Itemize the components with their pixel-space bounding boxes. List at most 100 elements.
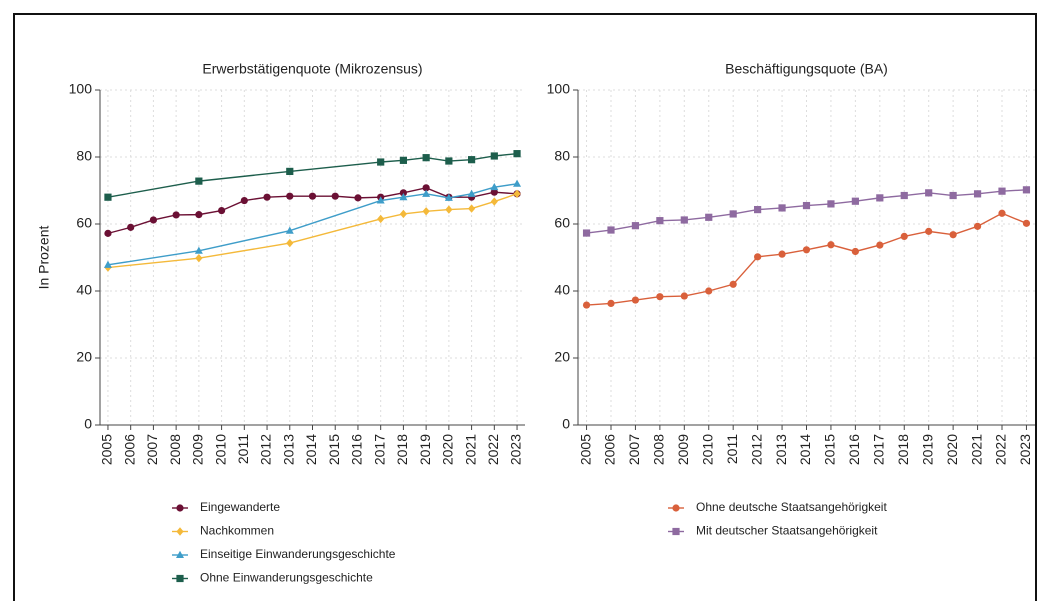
x-tick-label: 2016 [349, 434, 365, 465]
marker [103, 260, 112, 268]
marker [631, 222, 640, 230]
legend-marker [672, 527, 680, 536]
marker [490, 197, 498, 206]
line [107, 152, 518, 198]
marker [754, 205, 762, 214]
legend-marker [176, 504, 184, 512]
y-tick-label: 0 [84, 416, 92, 432]
x-tick-label: 2023 [508, 434, 524, 465]
marker [851, 247, 859, 256]
x-tick-label: 2018 [895, 434, 911, 465]
x-tick-label: 2014 [797, 434, 813, 465]
marker [949, 231, 957, 239]
x-tick-label: 2015 [326, 434, 342, 465]
y-tick-label: 80 [76, 148, 92, 164]
marker [217, 207, 226, 215]
marker [949, 191, 957, 200]
marker [973, 222, 982, 230]
marker [729, 210, 737, 218]
marker [876, 241, 884, 249]
marker [467, 204, 476, 213]
x-tick-label: 2008 [651, 434, 667, 465]
marker [399, 156, 408, 164]
marker [607, 299, 615, 307]
x-tick-label: 2020 [944, 434, 960, 465]
marker [377, 158, 385, 166]
x-tick-label: 2009 [675, 434, 691, 465]
marker [729, 280, 737, 288]
marker [607, 226, 615, 234]
marker [194, 246, 203, 254]
marker [422, 154, 430, 162]
x-tick-label: 2018 [394, 434, 410, 465]
marker [195, 211, 203, 219]
x-tick-label: 2017 [371, 434, 387, 465]
x-tick-label: 2022 [993, 434, 1009, 465]
marker [445, 205, 453, 214]
x-tick-label: 2013 [280, 434, 296, 465]
legend-label: Nachkommen [200, 524, 274, 538]
x-tick-label: 2009 [190, 434, 206, 465]
line [107, 183, 518, 266]
x-tick-label: 2013 [773, 434, 789, 465]
y-axis-label: In Prozent [36, 225, 52, 289]
marker [308, 192, 317, 200]
legend-label: Ohne Einwanderungsgeschichte [200, 571, 373, 585]
marker [490, 188, 498, 196]
marker [925, 227, 933, 235]
marker [490, 182, 499, 191]
marker [851, 197, 859, 205]
x-tick-label: 2016 [846, 434, 862, 465]
marker [399, 189, 408, 197]
legend-label: Mit deutscher Staatsangehörigkeit [696, 524, 878, 538]
marker [925, 189, 933, 197]
marker [422, 207, 430, 216]
marker [656, 293, 664, 301]
marker [876, 194, 884, 202]
x-tick-label: 2011 [724, 434, 740, 464]
marker [399, 193, 408, 201]
x-tick-label: 2021 [462, 434, 478, 465]
chart-title: Beschäftigungsquote (BA) [725, 61, 888, 77]
x-tick-label: 2005 [99, 434, 115, 465]
x-tick-label: 2007 [144, 434, 160, 465]
x-tick-label: 2015 [822, 434, 838, 465]
y-tick-label: 20 [76, 349, 92, 365]
marker [705, 213, 713, 221]
marker [680, 216, 688, 224]
x-tick-label: 2020 [440, 434, 456, 465]
x-tick-label: 2022 [485, 434, 501, 465]
marker [377, 214, 385, 224]
marker [631, 296, 640, 304]
legend-marker [672, 504, 680, 512]
x-tick-label: 2005 [577, 434, 593, 465]
legend-marker [176, 574, 184, 583]
marker [445, 157, 453, 165]
marker [802, 201, 811, 210]
y-tick-label: 0 [562, 416, 570, 432]
marker [827, 241, 835, 249]
y-tick-label: 60 [554, 215, 570, 231]
y-tick-label: 80 [554, 148, 570, 164]
legend-label: Einseitige Einwanderungsgeschichte [200, 547, 396, 561]
marker [467, 189, 476, 197]
x-tick-label: 2021 [968, 434, 984, 465]
marker [973, 190, 982, 198]
marker [754, 253, 762, 261]
marker [1022, 186, 1031, 194]
marker [263, 193, 271, 201]
marker [286, 238, 294, 248]
legend-marker [176, 527, 184, 536]
marker [513, 179, 522, 187]
y-tick-label: 60 [76, 215, 92, 231]
marker [490, 152, 498, 160]
x-tick-label: 2023 [1017, 434, 1033, 465]
marker [998, 209, 1006, 217]
y-tick-label: 40 [554, 282, 570, 298]
x-tick-label: 2019 [919, 434, 935, 465]
chart-title: Erwerbstätigenquote (Mikrozensus) [202, 61, 422, 77]
marker [513, 189, 521, 199]
marker [444, 193, 453, 201]
x-tick-label: 2011 [235, 434, 251, 464]
